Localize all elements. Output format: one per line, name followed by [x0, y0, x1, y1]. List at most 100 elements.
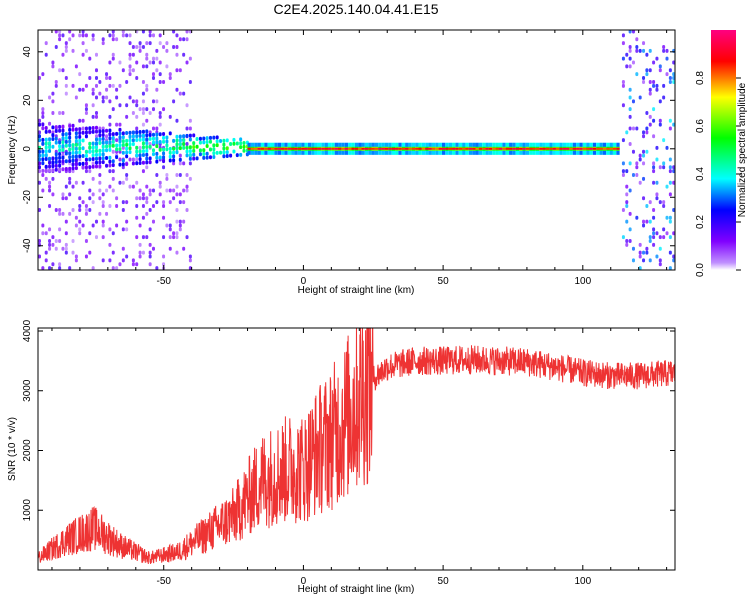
spectrogram-cell: [158, 147, 162, 152]
spectrogram-cell: [175, 138, 179, 143]
spectrogram-cell: [635, 161, 639, 166]
snr-x-tick-label: 0: [301, 576, 307, 587]
spectrogram-cell: [178, 91, 182, 96]
spectrogram-cell: [242, 144, 246, 149]
spectrogram-cell: [61, 159, 65, 164]
spectrogram-cell: [509, 147, 513, 150]
spectrogram-cell: [48, 238, 52, 243]
spectrogram-cell: [662, 138, 666, 143]
spectrogram-cell: [162, 151, 166, 156]
spectrogram-cell: [101, 136, 105, 141]
spectrogram-cell: [552, 147, 556, 150]
spectrogram-cell: [235, 141, 239, 146]
spectrogram-cell: [158, 139, 162, 144]
spectrogram-cell: [672, 79, 675, 84]
spectrogram-cell: [175, 118, 179, 123]
spectrogram-cell: [535, 147, 540, 150]
spectrogram-cell: [208, 147, 212, 152]
spectrogram-cell: [141, 137, 145, 142]
spectrogram-cell: [242, 140, 246, 145]
spectrogram-cell: [229, 142, 233, 147]
spectrogram-cell: [331, 147, 335, 150]
spectrogram-cell: [41, 141, 45, 146]
spectrogram-cell: [78, 87, 82, 92]
snr-x-label: Height of straight line (km): [298, 584, 415, 595]
spectrogram-cell: [668, 169, 672, 174]
spectrogram-cell: [257, 147, 261, 150]
spectrogram-cell: [638, 180, 642, 185]
spectrogram-cell: [512, 147, 516, 150]
spectrogram-cell: [655, 56, 659, 61]
spectrogram-cell: [51, 156, 55, 161]
spectrogram-cell: [88, 130, 92, 135]
spectrogram-cell: [668, 235, 672, 240]
spectrogram-cell: [635, 165, 639, 170]
spectrogram-cell: [78, 162, 82, 167]
spectrogram-cell: [145, 165, 149, 170]
spectrogram-cell: [44, 41, 48, 46]
spectrogram-cell: [78, 231, 82, 236]
spectrogram-cell: [51, 60, 55, 65]
spectrogram-cell: [115, 122, 119, 127]
spectrogram-cell: [175, 87, 179, 92]
spectrogram-cell: [155, 155, 159, 160]
spectrogram-cell: [665, 184, 669, 189]
spectrogram-cell: [287, 147, 292, 150]
spectrogram-cell: [54, 125, 58, 130]
spectrogram-cell: [317, 147, 322, 150]
spectrogram-cell: [121, 162, 125, 167]
spectrogram-cell: [652, 235, 656, 240]
spectrogram-cell: [58, 148, 62, 153]
spectrogram-cell: [88, 207, 92, 212]
spectrogram-cell: [642, 134, 646, 139]
spectrogram-cell: [658, 258, 662, 263]
spectrogram-cell: [141, 30, 145, 34]
spectrogram-cell: [668, 192, 672, 197]
spectrogram-cell: [652, 107, 656, 112]
spectrogram-cell: [48, 156, 52, 161]
spectrogram-cell: [64, 250, 68, 255]
spectrogram-cell: [125, 176, 129, 181]
spectrogram-cell: [182, 246, 186, 251]
spectrogram-cell: [648, 79, 652, 84]
spectrogram-cell: [111, 132, 115, 137]
spectrogram-cell: [48, 246, 52, 251]
spectrogram-cell: [421, 147, 426, 150]
spectrogram-cell: [118, 157, 122, 162]
spectrogram-cell: [239, 145, 243, 150]
spectrogram-cell: [628, 56, 632, 61]
spectrogram-cell: [121, 30, 125, 34]
spectrogram-cell: [151, 60, 155, 65]
spectrogram-cell: [115, 266, 119, 270]
spectrogram-cell: [48, 121, 52, 126]
snr-y-tick-label: 3000: [22, 379, 33, 402]
spectrogram-cell: [628, 64, 632, 69]
spectrogram-cell: [44, 258, 48, 263]
spectrogram-cell: [78, 134, 82, 139]
spectrogram-cell: [638, 48, 642, 53]
spectrogram-cell: [198, 140, 202, 145]
spectrogram-cell: [84, 83, 88, 88]
spectrogram-cell: [668, 79, 672, 84]
spectrogram-cell: [38, 130, 41, 135]
spectrogram-cell: [91, 176, 95, 181]
spectrogram-cell: [74, 158, 78, 163]
spectrogram-cell: [54, 160, 58, 165]
spectrogram-cell: [182, 200, 186, 205]
spectrogram-cell: [668, 219, 672, 224]
spectrogram-cell: [84, 134, 88, 139]
spectrogram-cell: [94, 134, 98, 139]
spectrogram-cell: [48, 184, 52, 189]
spectrogram-cell: [254, 147, 258, 150]
spectrogram-cell: [78, 157, 82, 162]
spectrogram-cell: [101, 200, 105, 205]
spectrogram-cell: [98, 196, 102, 201]
spectrogram-cell: [652, 207, 656, 212]
spectrogram-cell: [94, 110, 98, 115]
spectrogram-cell: [108, 227, 112, 232]
spectrogram-cell: [64, 135, 68, 140]
spectrogram-cell: [44, 250, 48, 255]
spectrogram-cell: [68, 139, 72, 144]
spectrogram-cell: [361, 147, 365, 150]
spectrogram-cell: [648, 48, 652, 53]
